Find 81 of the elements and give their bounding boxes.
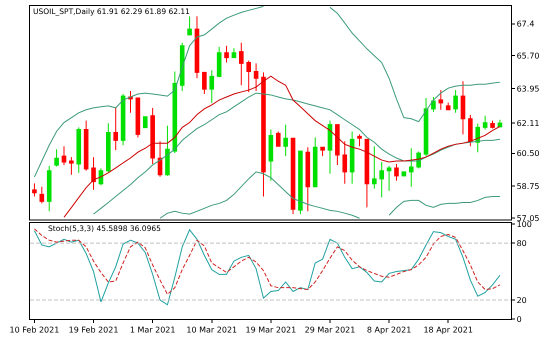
x-tick-label: 29 Mar 2021 [304,326,356,335]
candlestick [306,146,310,212]
candlestick [69,156,74,176]
candlestick [254,62,258,92]
candlestick [490,120,495,130]
candlestick [202,72,207,95]
candlestick [402,171,406,176]
candlestick [424,97,428,157]
y-tick-label: 57.05 [516,214,540,223]
candlestick [106,122,111,173]
candlestick [408,148,414,188]
candlestick [268,128,274,182]
candlestick [62,146,66,166]
candlestick [283,124,288,157]
candlestick [468,114,473,147]
candlestick [453,90,458,114]
candlestick [298,150,303,215]
candlestick [431,96,436,112]
y-tick-label: 62.11 [516,118,540,128]
candlestick [276,131,281,147]
y-tick-label: 20 [516,296,527,305]
candlestick [386,165,392,192]
candlestick [91,156,96,190]
x-tick-label: 18 Apr 2021 [423,326,473,335]
line-series [63,76,500,218]
candlestick [216,46,222,78]
candlestick [246,60,252,93]
line-series [93,92,500,215]
candlestick [224,45,229,63]
candlestick [158,140,162,178]
candlestick [187,16,192,36]
candlestick [54,148,59,167]
candlestick [320,146,325,157]
x-tick-label: 1 Mar 2021 [130,326,176,335]
candlestick [446,102,451,111]
candlestick [357,134,362,147]
candlestick [150,107,155,165]
candlestick [239,42,244,86]
candlestick [40,186,44,204]
x-tick-label: 10 Feb 2021 [10,326,60,335]
candlestick [438,90,444,110]
candlestick [142,116,148,128]
candlestick [209,70,214,104]
x-tick-label: 19 Mar 2021 [246,326,296,335]
y-tick-label: 67.4 [516,20,534,29]
candlestick [113,106,118,151]
candlestick [84,120,88,172]
candlestick [312,136,318,188]
y-tick-label: 63.95 [516,84,540,94]
candlestick [120,94,126,146]
x-tick-label: 10 Mar 2021 [186,326,238,335]
candlestick [46,165,52,212]
y-tick-label: 80 [516,238,527,248]
candlestick [128,90,133,114]
candlestick [372,146,377,190]
candlestick [379,161,384,198]
candlestick [32,182,37,197]
candlestick [165,125,170,176]
candlestick [364,138,370,208]
x-tick-label: 19 Feb 2021 [68,326,118,335]
candlestick [76,126,82,174]
candlestick [172,71,178,154]
candlestick [335,124,340,166]
candlestick [350,131,354,184]
candlestick [342,140,348,184]
candlestick [328,120,332,174]
candlestick [232,48,236,58]
candlestick [136,97,140,138]
candlestick [180,42,185,92]
candlestick [482,115,488,130]
candlestick [460,80,466,135]
candlestick [194,16,200,79]
candlestick [498,119,502,128]
y-tick-label: 60.50 [516,149,540,158]
x-tick-label: 8 Apr 2021 [366,326,412,335]
y-tick-label: 65.70 [516,52,540,61]
y-tick-label: 58.75 [516,182,540,191]
candlestick [261,72,266,197]
y-tick-label: 0 [516,314,522,324]
candlestick [290,138,296,215]
candlestick [394,164,399,182]
